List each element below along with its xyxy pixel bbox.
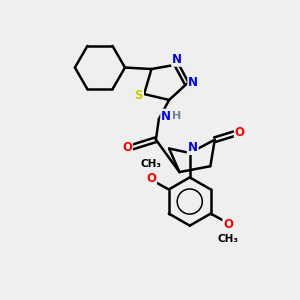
Text: CH₃: CH₃ bbox=[218, 234, 239, 244]
Text: N: N bbox=[188, 141, 198, 154]
Text: O: O bbox=[223, 218, 233, 231]
Text: CH₃: CH₃ bbox=[141, 159, 162, 170]
Text: O: O bbox=[122, 141, 132, 154]
Text: N: N bbox=[188, 76, 198, 89]
Text: O: O bbox=[235, 126, 245, 139]
Text: H: H bbox=[172, 111, 182, 121]
Text: N: N bbox=[172, 53, 182, 66]
Text: O: O bbox=[146, 172, 156, 185]
Text: N: N bbox=[161, 110, 171, 123]
Text: S: S bbox=[135, 89, 143, 102]
